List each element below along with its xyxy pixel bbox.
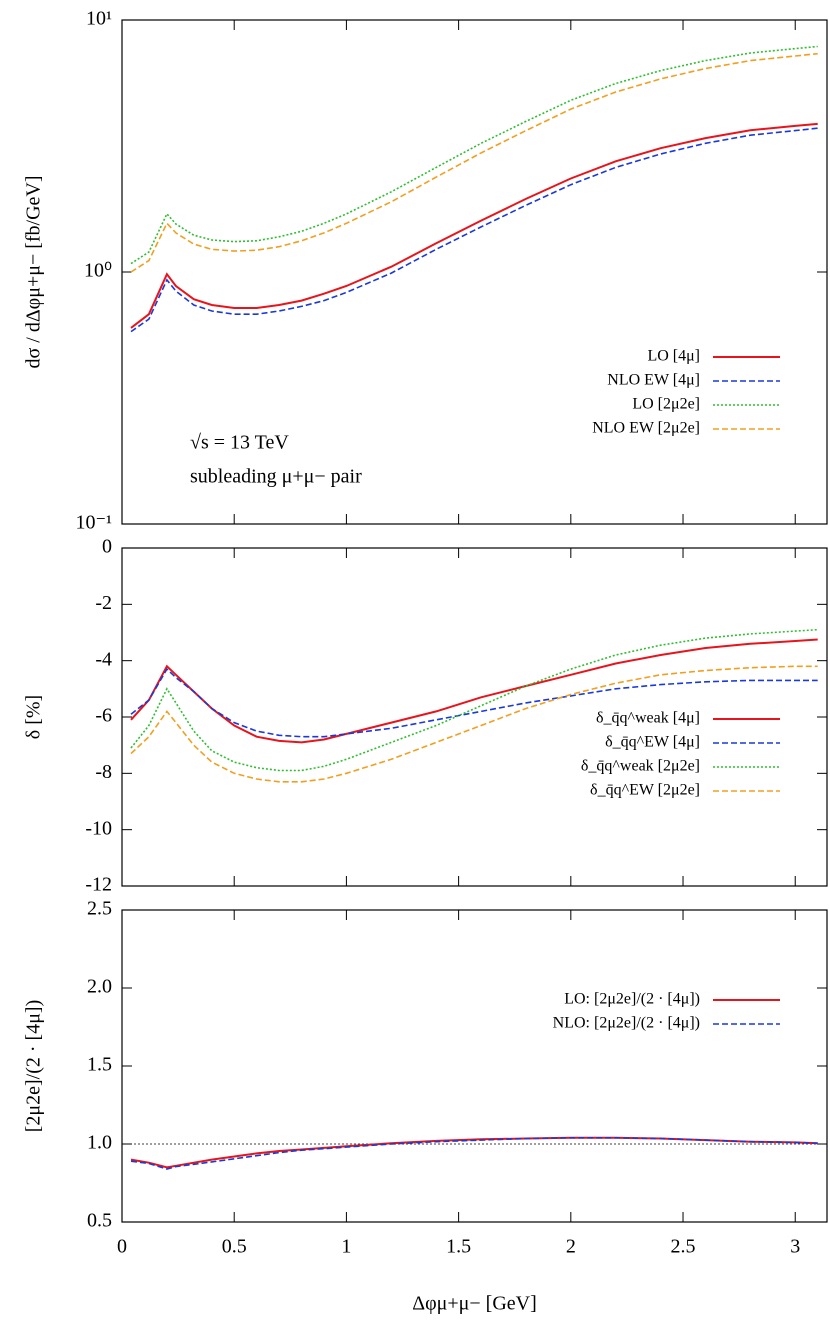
series-line xyxy=(130,52,818,273)
series-line xyxy=(130,667,818,738)
x-tick-label: 1 xyxy=(341,1236,351,1258)
y-tick-label: -8 xyxy=(95,761,112,783)
series-line xyxy=(130,45,818,265)
y-tick-label: -10 xyxy=(85,817,112,839)
series-line xyxy=(130,122,818,329)
x-axis-label: Δφμ+μ− [GeV] xyxy=(412,1293,537,1315)
series-line xyxy=(130,638,818,744)
y-tick-label: 10⁰ xyxy=(84,260,112,282)
x-tick-label: 1.5 xyxy=(446,1236,471,1258)
series-line xyxy=(130,665,818,783)
y-tick-label: -12 xyxy=(85,874,112,896)
legend-label: NLO EW [4μ] xyxy=(607,372,700,389)
plot-frame xyxy=(121,19,828,525)
x-tick-label: 2.5 xyxy=(671,1236,696,1258)
x-tick-label: 2 xyxy=(566,1236,576,1258)
x-tick-label: 0.5 xyxy=(222,1236,247,1258)
y-tick-label: 2.0 xyxy=(87,976,112,998)
y-tick-label: -2 xyxy=(95,592,112,614)
series-line xyxy=(130,127,818,333)
plot-frame xyxy=(121,547,828,887)
legend-label: δ_q̄q^weak [4μ] xyxy=(596,710,700,727)
x-tick-label: 0 xyxy=(117,1236,127,1258)
series-line xyxy=(130,1136,818,1169)
legend-label: LO: [2μ2e]/(2 · [4μ]) xyxy=(564,991,700,1008)
y-tick-label: 2.5 xyxy=(87,898,112,920)
legend-label: NLO: [2μ2e]/(2 · [4μ]) xyxy=(553,1015,700,1032)
legend-label: NLO EW [2μ2e] xyxy=(592,420,700,437)
legend-label: δ_q̄q^weak [2μ2e] xyxy=(581,758,700,775)
legend-label: LO [4μ] xyxy=(647,348,700,365)
y-axis-label: [2μ2e]/(2 · [4μ]) xyxy=(23,1000,45,1133)
y-tick-label: 10⁻¹ xyxy=(75,512,112,534)
y-tick-label: 1.0 xyxy=(87,1132,112,1154)
y-tick-label: -4 xyxy=(95,648,112,670)
y-axis-label: dσ / dΔφμ+μ− [fb/GeV] xyxy=(23,175,45,368)
y-tick-label: 1.5 xyxy=(87,1054,112,1076)
annotation: √s = 13 TeV xyxy=(190,432,289,454)
y-tick-label: 10¹ xyxy=(86,8,112,30)
legend-label: LO [2μ2e] xyxy=(632,396,700,413)
y-tick-label: -6 xyxy=(95,705,112,727)
series-line xyxy=(130,628,818,772)
plot-frame xyxy=(121,909,828,1223)
legend-label: δ_q̄q^EW [2μ2e] xyxy=(590,782,700,799)
x-tick-label: 3 xyxy=(790,1236,800,1258)
y-axis-label: δ [%] xyxy=(23,695,45,739)
annotation: subleading μ+μ− pair xyxy=(190,466,362,488)
y-tick-label: 0.5 xyxy=(87,1210,112,1232)
y-tick-label: 0 xyxy=(102,536,112,558)
legend-label: δ_q̄q^EW [4μ] xyxy=(605,734,700,751)
series-line xyxy=(130,1137,818,1170)
